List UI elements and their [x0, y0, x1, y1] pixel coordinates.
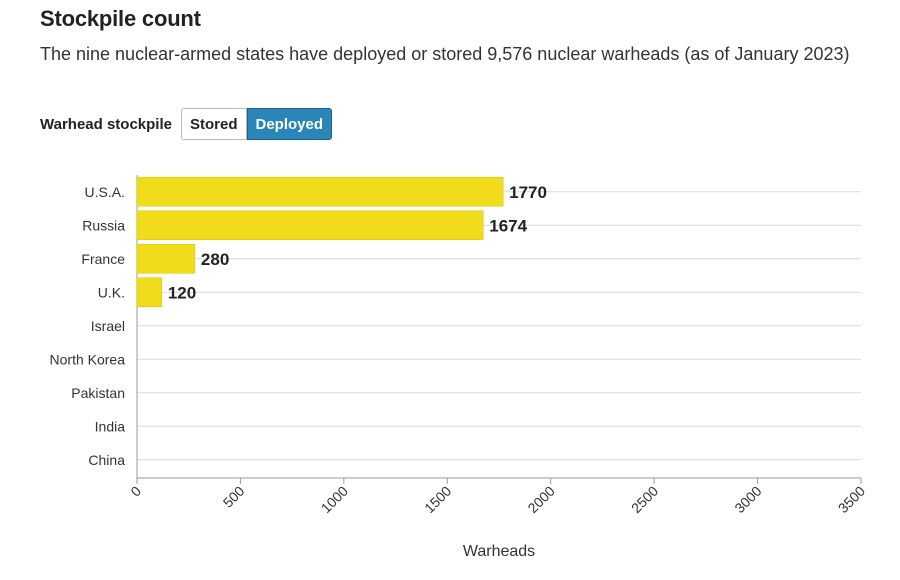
- stored-button[interactable]: Stored: [180, 108, 247, 140]
- deployed-button[interactable]: Deployed: [246, 108, 333, 140]
- data-label: 120: [168, 283, 196, 302]
- category-label: U.S.A.: [85, 184, 125, 200]
- category-label: China: [88, 452, 125, 468]
- x-tick-label: 2500: [628, 483, 661, 516]
- category-label: U.K.: [98, 284, 125, 300]
- x-tick-label: 0: [127, 483, 144, 500]
- x-tick-label: 500: [220, 483, 248, 511]
- chart-title: Stockpile count: [40, 6, 201, 31]
- x-tick-label: 1000: [318, 483, 351, 516]
- chart-subtitle: The nine nuclear-armed states have deplo…: [40, 44, 850, 64]
- x-tick-label: 3000: [731, 483, 764, 516]
- bar: [136, 177, 504, 207]
- category-label: North Korea: [50, 351, 126, 367]
- stockpile-button-group: Stored Deployed: [180, 108, 333, 140]
- category-label: Pakistan: [71, 385, 125, 401]
- data-label: 280: [201, 250, 229, 269]
- stockpile-toggle: Warhead stockpile Stored Deployed: [40, 108, 333, 140]
- bar: [136, 277, 163, 307]
- bar: [136, 210, 484, 240]
- x-tick-label: 1500: [421, 483, 454, 516]
- category-label: Russia: [82, 217, 125, 233]
- category-label: Israel: [91, 318, 125, 334]
- data-label: 1770: [509, 183, 547, 202]
- x-tick-label: 3500: [835, 483, 868, 516]
- category-label: France: [81, 251, 125, 267]
- stockpile-toggle-label: Warhead stockpile: [40, 115, 172, 133]
- data-label: 1674: [489, 216, 527, 235]
- bar: [136, 244, 196, 274]
- category-label: India: [95, 418, 126, 434]
- x-tick-label: 2000: [524, 483, 557, 516]
- x-axis-title: Warheads: [463, 543, 535, 560]
